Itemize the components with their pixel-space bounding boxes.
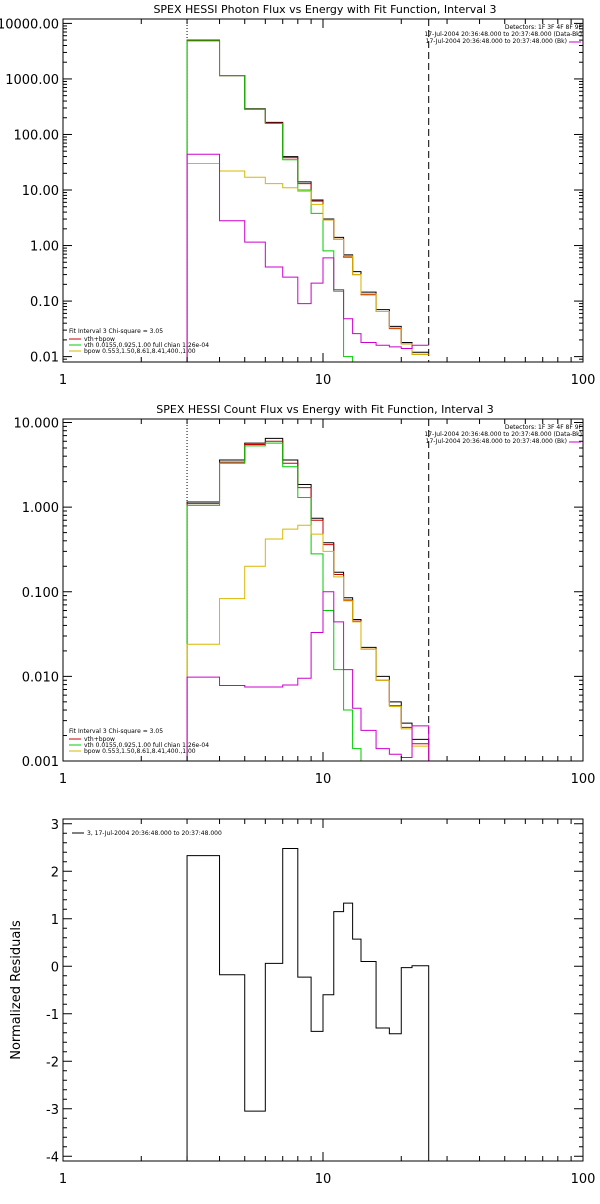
count-time-data-label: 17-Jul-2004 20:36:48.000 to 20:37:48.000… xyxy=(424,431,582,438)
residuals-series-group xyxy=(186,847,430,1161)
count-x-tick-label-1: 1 xyxy=(59,772,67,787)
residuals-y-tick-label: 2 xyxy=(51,865,59,880)
photon-time-bk-label: 17-Jul-2004 20:36:48.000 to 20:37:48.000… xyxy=(426,38,567,45)
photon-plot-area: 0.01 0.10 1.00 10.00 100.00 1000.00 10000.00 xyxy=(0,17,584,366)
residuals-x-tick-label-10: 10 xyxy=(315,1172,332,1187)
photon-series-bk xyxy=(186,153,429,362)
photon-y-tick-label: 100.00 xyxy=(14,128,60,143)
residuals-y-axis-label: Normalized Residuals xyxy=(9,920,24,1060)
photon-x-tick-label-100: 100 xyxy=(571,373,596,388)
count-series-bk xyxy=(186,591,430,761)
residuals-y-tick-label: -2 xyxy=(46,1055,59,1070)
count-y-tick-label: 10.000 xyxy=(14,417,60,432)
photon-legend-bpow: bpow 0.553,1.50,8.61,8.41,400.,1.00 xyxy=(84,348,196,355)
residuals-y-tick-label: -1 xyxy=(46,1008,59,1023)
photon-legend-vth: vth 0.0155,0.925,1.00 full chian 1.26e-0… xyxy=(84,342,209,349)
count-legend-bpow: bpow 0.553,1.50,8.61,8.41,400.,1.00 xyxy=(84,748,196,755)
count-legend-vth-bpow: vth+bpow xyxy=(84,736,115,743)
residuals-y-tick-label: 0 xyxy=(51,960,59,975)
residuals-axes-frame xyxy=(62,818,584,1162)
residuals-panel: -4 -3 -2 -1 0 1 2 3 3, 17-Jul-2004 20:36:48.000… xyxy=(9,818,595,1187)
photon-y-tick-label: 10000.00 xyxy=(0,17,59,32)
count-series-group xyxy=(186,419,430,761)
residuals-y-tick-label: 1 xyxy=(51,913,59,928)
photon-y-tick-label: 1000.00 xyxy=(5,73,59,88)
residuals-y-tick-label: -4 xyxy=(46,1150,59,1165)
photon-series-bpow xyxy=(186,163,429,362)
photon-y-tick-label: 0.01 xyxy=(30,351,59,366)
count-legend-vth: vth 0.0155,0.925,1.00 full chian 1.26e-0… xyxy=(84,742,209,749)
count-time-bk-label: 17-Jul-2004 20:36:48.000 to 20:37:48.000… xyxy=(426,438,567,445)
count-y-tick-label: 0.010 xyxy=(22,670,59,685)
residuals-x-tick-label-1: 1 xyxy=(59,1172,67,1187)
count-flux-panel: SPEX HESSI Count Flux vs Energy with Fit… xyxy=(14,403,596,787)
residuals-y-tick-label: -3 xyxy=(46,1103,59,1118)
photon-y-tick-label: 1.00 xyxy=(30,240,59,255)
count-detectors-label: Detectors: 1F 3F 4F 8F 9F xyxy=(505,424,583,431)
photon-series-vth xyxy=(186,40,354,362)
photon-chart-title: SPEX HESSI Photon Flux vs Energy with Fi… xyxy=(153,3,496,16)
photon-series-total xyxy=(186,39,429,362)
photon-flux-panel: SPEX HESSI Photon Flux vs Energy with Fi… xyxy=(0,3,595,388)
photon-detectors-label: Detectors: 1F 3F 4F 8F 9F xyxy=(505,24,583,31)
count-chart-title: SPEX HESSI Count Flux vs Energy with Fit… xyxy=(156,403,493,416)
count-x-tick-label-10: 10 xyxy=(315,772,332,787)
photon-axes-frame xyxy=(62,18,584,363)
count-fit-title: Fit Interval 3 Chi-square = 3.05 xyxy=(69,728,163,735)
photon-y-tick-label: 10.00 xyxy=(22,184,59,199)
count-x-tick-label-100: 100 xyxy=(571,772,596,787)
photon-time-data-label: 17-Jul-2004 20:36:48.000 to 20:37:48.000… xyxy=(424,31,582,38)
photon-x-tick-label-10: 10 xyxy=(315,373,332,388)
photon-series-group xyxy=(186,19,430,362)
residuals-series-total xyxy=(186,847,430,1161)
photon-fit-title: Fit Interval 3 Chi-square = 3.05 xyxy=(69,328,163,335)
photon-legend-vth-bpow: vth+bpow xyxy=(84,336,115,343)
photon-y-tick-label: 0.10 xyxy=(30,295,59,310)
count-series-bpow xyxy=(186,524,430,761)
photon-x-tick-label-1: 1 xyxy=(59,373,67,388)
residuals-plot-area: -4 -3 -2 -1 0 1 2 3 xyxy=(46,818,584,1165)
photon-series-vth_spow xyxy=(186,40,429,362)
count-axes-frame xyxy=(62,418,584,762)
count-series-vth xyxy=(186,442,362,761)
count-series-total xyxy=(186,437,430,761)
count-plot-area: 0.001 0.010 0.100 1.000 10.000 xyxy=(14,417,584,770)
count-y-tick-label: 0.100 xyxy=(22,586,59,601)
count-series-vth_spow xyxy=(186,440,430,761)
count-y-tick-label: 0.001 xyxy=(22,755,59,770)
residuals-x-tick-label-100: 100 xyxy=(571,1172,596,1187)
count-y-tick-label: 1.000 xyxy=(22,501,59,516)
residuals-legend-label: 3, 17-Jul-2004 20:36:48.000 to 20:37:48.… xyxy=(87,830,222,837)
residuals-y-tick-label: 3 xyxy=(51,818,59,833)
